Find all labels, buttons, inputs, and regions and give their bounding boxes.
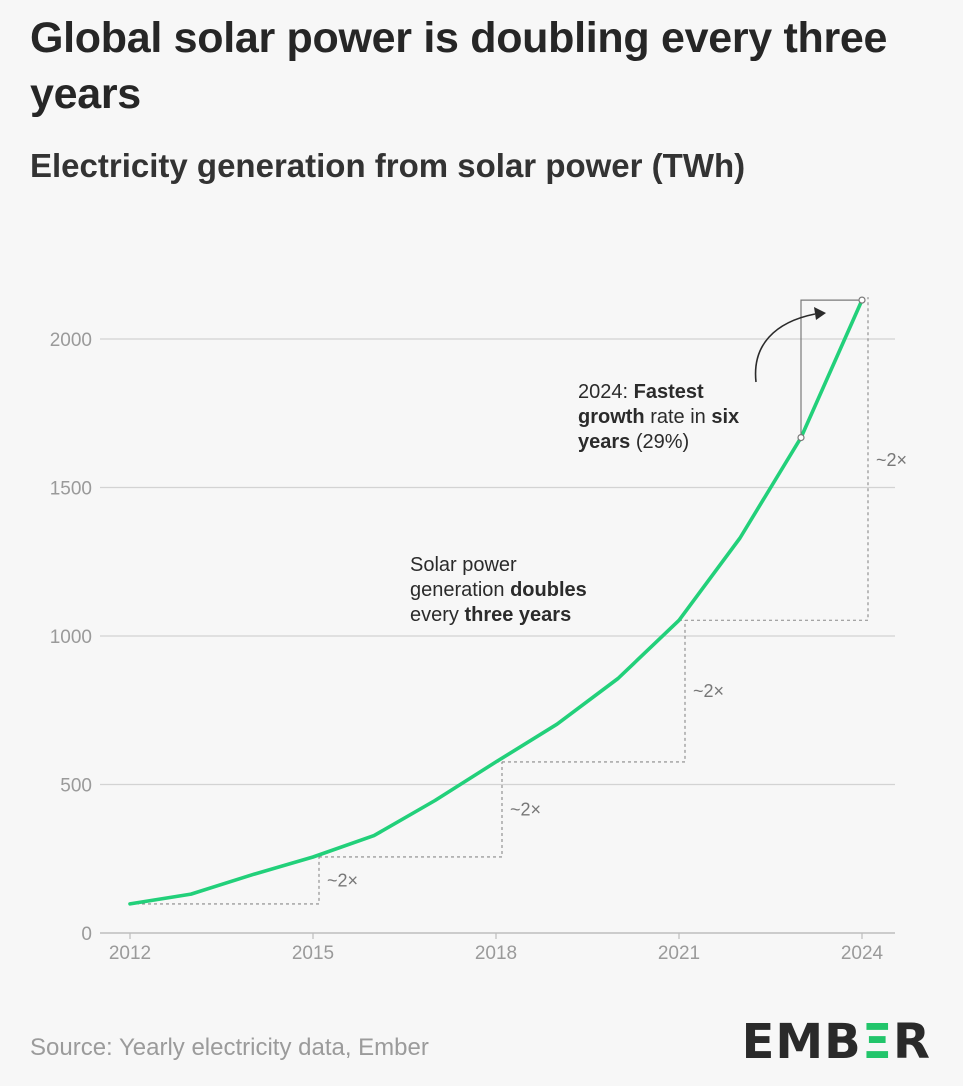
doubling-step-guide bbox=[496, 620, 686, 763]
chart-title: Global solar power is doubling every thr… bbox=[30, 14, 888, 118]
x-tick-label: 2012 bbox=[109, 943, 151, 964]
doubling-step-label: ~2× bbox=[693, 681, 724, 701]
doubling-step-label: ~2× bbox=[327, 870, 358, 890]
doubling-annotation-line1: Solar power bbox=[410, 554, 517, 576]
x-tick-label: 2018 bbox=[475, 943, 517, 964]
growth-bracket bbox=[800, 299, 862, 438]
ember-logo: EMBΞR bbox=[741, 1014, 931, 1070]
doubling-steps: ~2× ~2× ~2× ~2× bbox=[130, 297, 907, 905]
x-axis-ticks: 2012 2015 2018 2021 2024 bbox=[109, 933, 884, 964]
fastest-growth-marker bbox=[754, 296, 866, 442]
point-2024-marker bbox=[858, 296, 866, 304]
fastest-annotation-line3: years (29%) bbox=[578, 431, 689, 453]
curved-arrow-icon bbox=[754, 313, 816, 383]
fastest-annotation-line2: growth rate in six bbox=[578, 406, 739, 428]
x-tick-label: 2021 bbox=[658, 943, 700, 964]
y-tick-label: 1500 bbox=[50, 479, 92, 500]
doubling-step-guide bbox=[679, 297, 869, 621]
series-line-solar-generation bbox=[128, 298, 864, 906]
y-axis-ticks: 0 500 1000 1500 2000 bbox=[50, 330, 92, 945]
y-tick-label: 0 bbox=[81, 924, 92, 945]
chart-subtitle: Electricity generation from solar power … bbox=[30, 147, 746, 184]
doubling-step-label: ~2× bbox=[510, 799, 541, 819]
y-tick-label: 500 bbox=[60, 776, 92, 797]
doubling-annotation-line2: generation doubles bbox=[410, 579, 587, 601]
y-tick-label: 2000 bbox=[50, 330, 92, 351]
x-tick-label: 2015 bbox=[292, 943, 334, 964]
gridlines bbox=[100, 338, 895, 934]
x-tick-label: 2024 bbox=[841, 943, 884, 964]
logo-accent-letter: Ξ bbox=[861, 1014, 894, 1070]
chart: 0 500 1000 1500 2000 2012 2015 2018 2021 2024 ~2… bbox=[50, 296, 907, 964]
fastest-annotation-line1: 2024: Fastest bbox=[578, 381, 704, 403]
arrow-head-icon bbox=[814, 307, 826, 320]
point-2023-marker bbox=[797, 434, 805, 442]
doubling-annotation-line3: every three years bbox=[410, 604, 571, 626]
doubling-step-label: ~2× bbox=[876, 450, 907, 470]
doubling-step-guide bbox=[313, 761, 503, 858]
doubling-step-guide bbox=[130, 856, 320, 905]
series-group bbox=[128, 298, 864, 906]
y-tick-label: 1000 bbox=[50, 627, 92, 648]
source-note: Source: Yearly electricity data, Ember bbox=[30, 1034, 429, 1061]
